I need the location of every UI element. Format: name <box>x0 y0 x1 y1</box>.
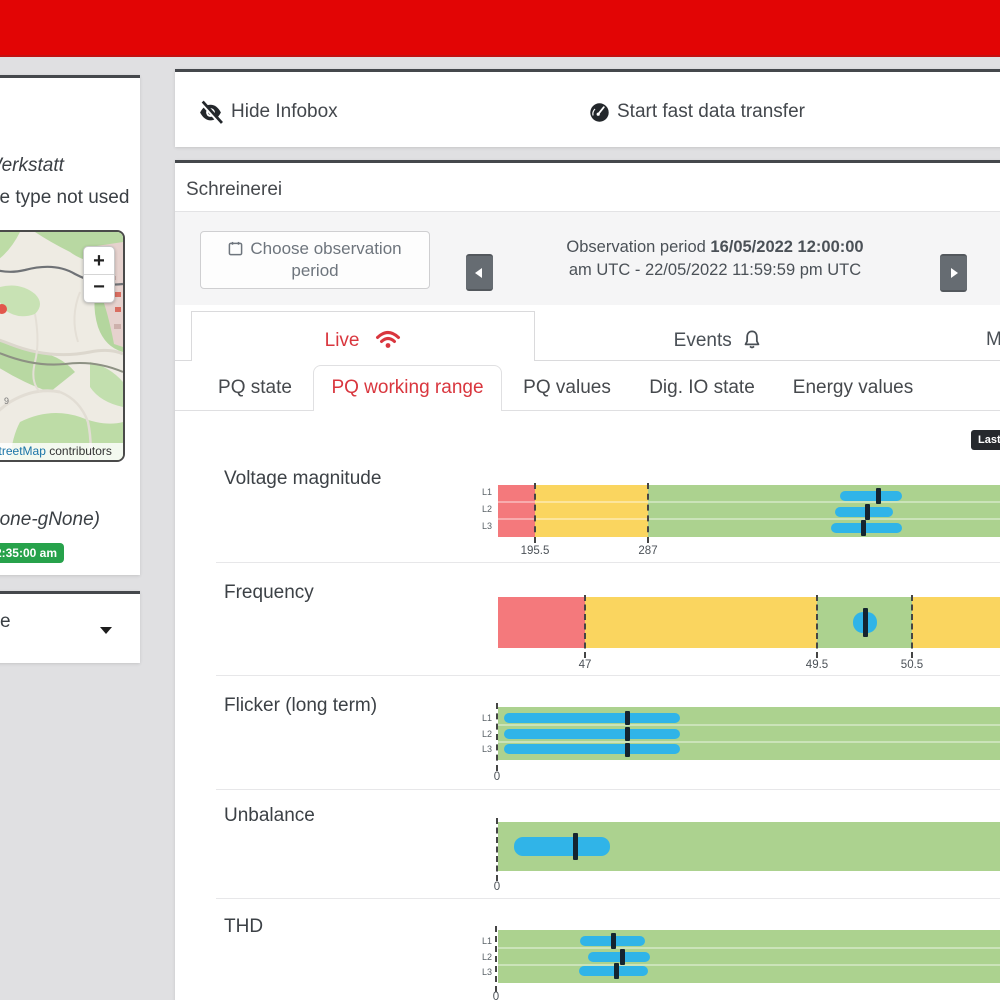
svg-text:9: 9 <box>4 396 9 406</box>
